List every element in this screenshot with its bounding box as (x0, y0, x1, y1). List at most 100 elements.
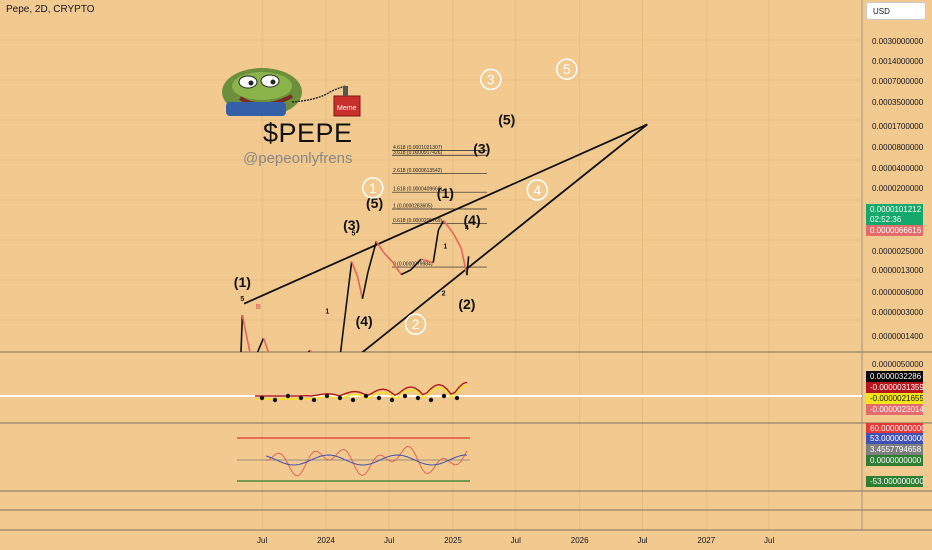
price-axis-label: 0.0000200000 (872, 184, 924, 193)
macd-dot (311, 397, 317, 403)
price-segment (410, 258, 422, 271)
rsi-value-tag: -53.0000000000 (866, 476, 923, 487)
ticker-brand: $PEPE (263, 118, 353, 148)
rsi-value-tag: 60.0000000000 (866, 423, 923, 434)
time-axis-label: 2024 (317, 536, 335, 545)
macd-dot (298, 395, 304, 401)
macd-dot (259, 395, 265, 401)
wave-small-label: 1 (443, 243, 447, 250)
price-segment (367, 241, 378, 273)
macd-dot (272, 397, 278, 403)
price-segment (327, 354, 334, 367)
macd-dot (363, 393, 369, 399)
circled-wave-label: 1 (369, 180, 377, 196)
price-segment (383, 251, 393, 263)
time-axis-label: Jul (637, 536, 648, 545)
circled-wave-marker (556, 58, 578, 80)
time-axis-label: Jul (763, 536, 775, 545)
countdown-tag: 02:52:36 (866, 214, 923, 225)
wave-label: (3) (473, 141, 490, 157)
price-axis-label: 0.0030000000 (872, 37, 924, 46)
price-segment (442, 220, 450, 228)
price-segment (307, 349, 311, 352)
low-price-tag: 0.0000066616 (866, 225, 923, 236)
last-price-tag: 0.0000101212 (866, 204, 923, 215)
signal-line (255, 384, 468, 400)
price-axis-label: 0.0000006000 (872, 288, 924, 297)
price-axis-label: 0.0000003000 (872, 308, 924, 317)
macd-dot (454, 395, 460, 401)
price-axis-label: 0.0000400000 (872, 164, 924, 173)
price-segment (466, 256, 470, 276)
price-segment (391, 261, 402, 275)
fib-label: 3.618 (0.0000917426) (393, 150, 443, 156)
price-axis-label: 0.0003500000 (872, 98, 924, 107)
price-segment (356, 276, 364, 299)
macd-value-tag: -0.0000031359 (866, 382, 923, 393)
wave-label: (1) (234, 274, 251, 290)
price-axis-label: 0.0001700000 (872, 122, 924, 131)
currency-selector[interactable]: USD (866, 2, 926, 20)
wave-small-label: 2 (235, 463, 239, 470)
price-segment (309, 349, 313, 352)
price-segment (460, 248, 468, 276)
fib-label: 0 (0.0000079984) (393, 262, 433, 268)
wave-label: (4) (464, 212, 481, 228)
macd-dot (350, 397, 356, 403)
time-axis-label: Jul (510, 536, 521, 545)
rsi-line (265, 446, 468, 477)
price-axis-label: 0.0000800000 (872, 143, 924, 152)
price-segment (334, 358, 340, 367)
circled-wave-marker (362, 177, 384, 199)
macd-dot (285, 393, 291, 399)
price-axis-label: 0.0000013000 (872, 266, 924, 275)
price-segment (432, 229, 440, 263)
time-axis-label: Jul (384, 536, 395, 545)
price-axis-label: 0.0007000000 (872, 77, 924, 86)
time-axis-label: 2027 (697, 536, 716, 545)
handle-text: @pepeonlyfrens (243, 150, 353, 167)
macd-dot (324, 393, 330, 399)
price-segment (420, 258, 434, 264)
wave-label: (2) (458, 296, 475, 312)
circled-wave-marker (526, 179, 549, 201)
fib-label: 4.618 (0.0001021307) (393, 145, 443, 151)
circled-wave-label: 3 (487, 71, 495, 87)
fib-label: 1 (0.0000283605) (393, 203, 433, 209)
price-segment (375, 240, 385, 253)
wave-small-label: 1 (325, 309, 329, 316)
wave-small-label: 4 (240, 371, 244, 378)
macd-dot (428, 397, 434, 403)
price-segment (350, 261, 359, 277)
macd-dot (389, 397, 395, 403)
wave-label: (5) (498, 111, 515, 127)
price-axis-label: 0.0000001400 (872, 332, 924, 341)
circled-wave-label: 2 (412, 316, 420, 332)
macd-value-tag: 0.0000032286 (866, 371, 923, 382)
price-segment (400, 269, 412, 276)
price-segment (344, 261, 353, 316)
rsi-value-tag: 0.0000000000 (866, 455, 923, 466)
circled-wave-label: 4 (533, 182, 541, 198)
wave-small-label: B (256, 304, 261, 311)
macd-value-tag: -0.0000021655 (866, 393, 923, 404)
price-segment (448, 226, 456, 236)
price-segment (240, 315, 244, 352)
price-segment (246, 340, 251, 352)
macd-dot (402, 393, 408, 399)
macd-pane (0, 381, 862, 403)
grid-lines (0, 0, 932, 531)
price-segment (292, 367, 301, 375)
circled-wave-marker (404, 313, 427, 335)
price-segment (270, 358, 277, 367)
fib-label: 0.618 (0.0000205769) (393, 218, 443, 224)
wave-small-label: 5 (351, 230, 355, 237)
wave-small-label: 2 (335, 376, 339, 383)
rsi-signal-line (265, 454, 468, 466)
price-axis-label: 0.0014000000 (872, 57, 924, 66)
wave-label: (3) (343, 217, 360, 233)
price-segment (278, 367, 285, 379)
time-axis-label: 2026 (570, 536, 589, 545)
rsi-value-tag: 3.4557794658 (866, 444, 923, 455)
